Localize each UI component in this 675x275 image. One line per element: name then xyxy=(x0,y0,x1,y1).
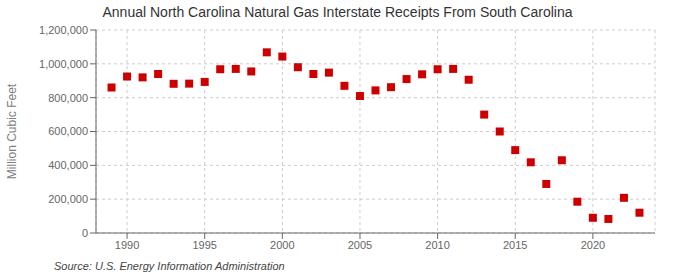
svg-text:600,000: 600,000 xyxy=(48,125,88,137)
svg-text:2020: 2020 xyxy=(581,239,605,251)
svg-text:1,200,000: 1,200,000 xyxy=(39,24,88,36)
svg-text:2000: 2000 xyxy=(270,239,294,251)
svg-text:0: 0 xyxy=(82,227,88,239)
svg-text:Million Cubic Feet: Million Cubic Feet xyxy=(8,83,19,179)
svg-text:1,000,000: 1,000,000 xyxy=(39,58,88,70)
svg-text:200,000: 200,000 xyxy=(48,193,88,205)
html-text:Annual North Carolina Natural: Annual North Carolina Natural Gas Inters… xyxy=(102,4,573,20)
svg-text:800,000: 800,000 xyxy=(48,92,88,104)
svg-text:2010: 2010 xyxy=(425,239,449,251)
html-text:Source: U.S. Energy Informatio: Source: U.S. Energy Information Administ… xyxy=(54,260,285,272)
svg-text:1990: 1990 xyxy=(115,239,139,251)
svg-text:2015: 2015 xyxy=(503,239,527,251)
svg-text:1995: 1995 xyxy=(192,239,216,251)
svg-text:400,000: 400,000 xyxy=(48,159,88,171)
svg-text:2005: 2005 xyxy=(348,239,372,251)
